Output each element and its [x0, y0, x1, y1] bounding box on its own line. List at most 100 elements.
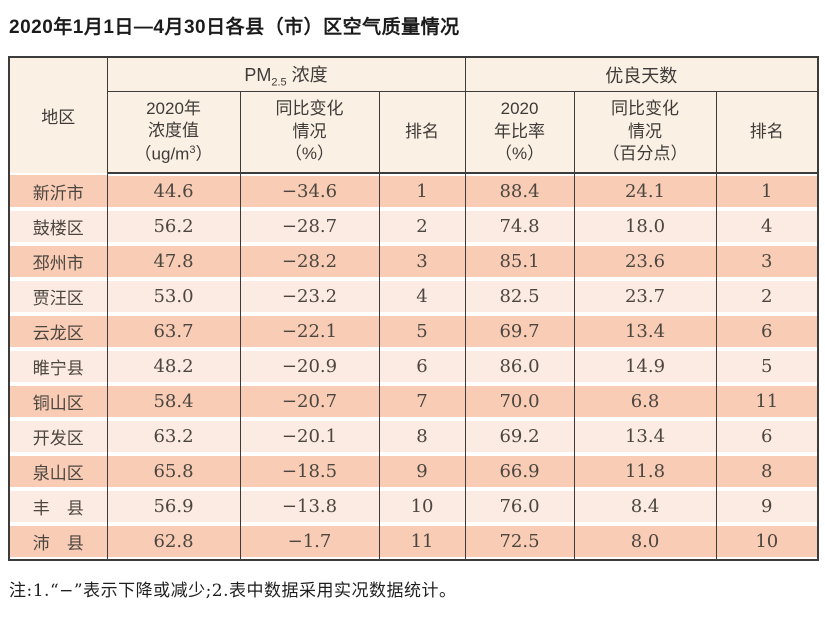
good-rank-cell: 8	[715, 454, 819, 489]
pm-rank-cell: 11	[378, 524, 466, 560]
header-sub-row: 2020年 浓度值 （ug/m3） 同比变化 情况 （%） 排名 2020 年比…	[9, 91, 819, 174]
good-change-cell: 23.6	[573, 244, 717, 279]
good-change-cell: 14.9	[573, 349, 717, 384]
good-rank-cell: 3	[715, 244, 819, 279]
good-change-cell: 24.1	[573, 173, 717, 209]
table-body: 新沂市 44.6 −34.6 1 88.4 24.1 1 鼓楼区 56.2 −28.7 2 74.8 1…	[8, 173, 819, 560]
good-ratio-cell: 69.7	[464, 314, 575, 349]
pm-value-cell: 44.6	[106, 173, 241, 209]
table-row: 丰 县 56.9 −13.8 10 76.0 8.4 9	[8, 489, 819, 524]
pm25-label-post: 浓度	[286, 64, 328, 85]
good-ratio-cell: 66.9	[464, 454, 575, 489]
good-change-cell: 11.8	[573, 454, 717, 489]
table-row: 泉山区 65.8 −18.5 9 66.9 11.8 8	[8, 454, 819, 489]
column-group-good-days: 优良天数	[464, 57, 819, 92]
column-header-good-rank: 排名	[715, 91, 819, 174]
good-change-cell: 18.0	[573, 209, 717, 244]
good-change-cell: 13.4	[573, 314, 717, 349]
unit-superscript: 3	[189, 143, 196, 156]
table-row: 邳州市 47.8 −28.2 3 85.1 23.6 3	[8, 244, 819, 279]
good-rank-cell: 2	[715, 279, 819, 314]
air-quality-table: 地区 PM2.5 浓度 优良天数 2020年 浓度值 （ug/m3） 同比变化 …	[8, 56, 820, 561]
pm-change-cell: −20.7	[239, 384, 380, 419]
good-change-cell: 8.4	[573, 489, 717, 524]
region-cell: 沛 县	[8, 524, 108, 560]
column-header-pm-value: 2020年 浓度值 （ug/m3）	[106, 91, 241, 174]
pm-change-cell: −34.6	[239, 173, 380, 209]
good-ratio-cell: 86.0	[464, 349, 575, 384]
table-row: 鼓楼区 56.2 −28.7 2 74.8 18.0 4	[8, 209, 819, 244]
pm-value-cell: 63.7	[106, 314, 241, 349]
pm-value-cell: 62.8	[106, 524, 241, 560]
table-row: 新沂市 44.6 −34.6 1 88.4 24.1 1	[8, 173, 819, 209]
pm-value-cell: 56.9	[106, 489, 241, 524]
good-ratio-cell: 76.0	[464, 489, 575, 524]
region-cell: 铜山区	[8, 384, 108, 419]
pm-change-cell: −22.1	[239, 314, 380, 349]
pm-value-header-line2: 浓度值	[148, 121, 199, 141]
region-cell: 鼓楼区	[8, 209, 108, 244]
footnote: 注:1.“−”表示下降或减少;2.表中数据采用实况数据统计。	[9, 581, 457, 601]
region-cell: 邳州市	[8, 244, 108, 279]
good-rank-cell: 10	[715, 524, 819, 560]
column-header-good-change: 同比变化 情况 （百分点）	[573, 91, 717, 174]
table-row: 贾汪区 53.0 −23.2 4 82.5 23.7 2	[8, 279, 819, 314]
pm-change-cell: −23.2	[239, 279, 380, 314]
good-rank-cell: 1	[715, 173, 819, 209]
pm-change-cell: −28.2	[239, 244, 380, 279]
pm-change-cell: −20.1	[239, 419, 380, 454]
pm-value-header-line1: 2020年	[146, 99, 201, 119]
pm-value-cell: 58.4	[106, 384, 241, 419]
pm-change-cell: −20.9	[239, 349, 380, 384]
table-row: 铜山区 58.4 −20.7 7 70.0 6.8 11	[8, 384, 819, 419]
pm-rank-cell: 1	[378, 173, 466, 209]
pm-rank-cell: 6	[378, 349, 466, 384]
column-header-region: 地区	[8, 57, 108, 173]
pm25-subscript: 2.5	[271, 76, 287, 89]
region-cell: 云龙区	[8, 314, 108, 349]
good-ratio-cell: 74.8	[464, 209, 575, 244]
good-ratio-cell: 88.4	[464, 173, 575, 209]
pm-value-cell: 48.2	[106, 349, 241, 384]
pm-rank-cell: 5	[378, 314, 466, 349]
table-row: 开发区 63.2 −20.1 8 69.2 13.4 6	[8, 419, 819, 454]
good-rank-cell: 9	[715, 489, 819, 524]
good-rank-cell: 5	[715, 349, 819, 384]
region-cell: 丰 县	[8, 489, 108, 524]
region-cell: 新沂市	[8, 173, 108, 209]
good-change-cell: 8.0	[573, 524, 717, 560]
pm-change-cell: −28.7	[239, 209, 380, 244]
good-rank-cell: 6	[715, 419, 819, 454]
good-rank-cell: 4	[715, 209, 819, 244]
pm-rank-cell: 4	[378, 279, 466, 314]
pm-rank-cell: 2	[378, 209, 466, 244]
table-row: 睢宁县 48.2 −20.9 6 86.0 14.9 5	[8, 349, 819, 384]
pm-value-cell: 53.0	[106, 279, 241, 314]
column-header-pm-change: 同比变化 情况 （%）	[239, 91, 380, 174]
page: 2020年1月1日—4月30日各县（市）区空气质量情况 地区 PM2.5 浓度 …	[8, 17, 820, 601]
good-ratio-cell: 85.1	[464, 244, 575, 279]
column-header-pm-rank: 排名	[378, 91, 466, 174]
good-ratio-cell: 70.0	[464, 384, 575, 419]
region-cell: 开发区	[8, 419, 108, 454]
pm-change-cell: −13.8	[239, 489, 380, 524]
page-title: 2020年1月1日—4月30日各县（市）区空气质量情况	[9, 17, 460, 38]
pm-change-cell: −1.7	[239, 524, 380, 560]
pm-value-cell: 65.8	[106, 454, 241, 489]
pm-change-cell: −18.5	[239, 454, 380, 489]
good-change-cell: 13.4	[573, 419, 717, 454]
table-header: 地区 PM2.5 浓度 优良天数 2020年 浓度值 （ug/m3） 同比变化 …	[8, 57, 819, 174]
good-rank-cell: 11	[715, 384, 819, 419]
pm-value-cell: 56.2	[106, 209, 241, 244]
region-cell: 睢宁县	[8, 349, 108, 384]
pm-rank-cell: 7	[378, 384, 466, 419]
pm-value-cell: 47.8	[106, 244, 241, 279]
pm-value-cell: 63.2	[106, 419, 241, 454]
pm-rank-cell: 10	[378, 489, 466, 524]
good-change-cell: 23.7	[573, 279, 717, 314]
pm-value-header-unit: （ug/m3）	[134, 143, 213, 164]
header-group-row: 地区 PM2.5 浓度 优良天数	[8, 57, 819, 173]
region-cell: 贾汪区	[8, 279, 108, 314]
pm-rank-cell: 9	[378, 454, 466, 489]
column-header-good-ratio: 2020 年比率 （%）	[464, 91, 575, 174]
